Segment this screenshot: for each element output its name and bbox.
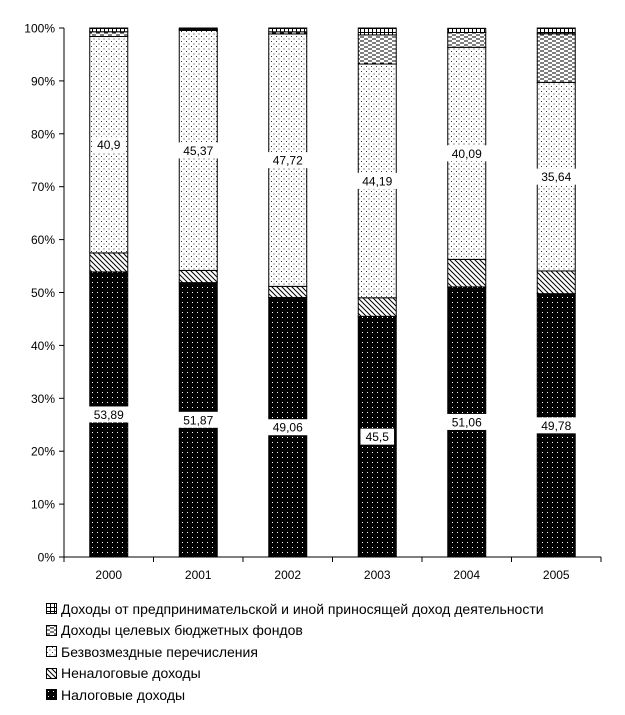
stacked-bar-chart: 53,89 40,9 51,87 45,37 49,06 47,72 45,5 44,19 51… xyxy=(24,22,602,582)
legend-item-transfers: Безвозмездные перечисления xyxy=(46,641,544,663)
legend: Доходы от предпринимательской и иной при… xyxy=(46,598,544,706)
x-tick-label-2000: 2000 xyxy=(95,568,122,582)
bar-segment-2005-series-3 xyxy=(536,33,576,83)
data-label-2001-series-2: 45,37 xyxy=(183,144,213,158)
data-label-bg xyxy=(88,406,130,423)
bar-segment-2002-series-4 xyxy=(268,27,308,33)
legend-label: Неналоговые доходы xyxy=(61,665,201,682)
data-label-bg xyxy=(91,136,126,153)
x-tick-label-2002: 2002 xyxy=(274,568,301,582)
legend-item-non-tax: Неналоговые доходы xyxy=(46,663,544,685)
y-tick-label-10: 100% xyxy=(24,22,55,36)
legend-item-tax: Налоговые доходы xyxy=(46,684,544,706)
x-tick-label-2005: 2005 xyxy=(543,568,570,582)
bar-segment-2004-series-3 xyxy=(447,31,487,48)
data-label-bg xyxy=(446,145,488,162)
bar-segment-2000-series-3 xyxy=(89,31,129,38)
data-label-bg xyxy=(535,417,577,434)
bar-segment-2001-series-4 xyxy=(178,27,218,30)
bar-segment-2003-series-3 xyxy=(357,34,397,65)
legend-swatch-sparse-dots-icon xyxy=(46,646,57,658)
y-tick-label-4: 40% xyxy=(31,339,55,353)
data-label-bg xyxy=(535,168,577,185)
y-tick-label-9: 90% xyxy=(31,74,55,88)
data-label-bg xyxy=(177,411,219,428)
bar-segment-2005-series-4 xyxy=(536,27,576,35)
y-tick-label-8: 80% xyxy=(31,127,55,141)
y-tick-label-5: 50% xyxy=(31,286,55,300)
legend-swatch-grid-icon xyxy=(46,603,57,615)
y-tick-label-7: 70% xyxy=(31,180,55,194)
bar-segment-2003-series-1 xyxy=(357,297,397,317)
x-tick-label-2001: 2001 xyxy=(185,568,212,582)
y-tick-label-1: 10% xyxy=(31,498,55,512)
bar-segment-2002-series-1 xyxy=(268,285,308,298)
data-label-2004-series-0: 51,06 xyxy=(452,415,482,429)
bar-segment-2000-series-4 xyxy=(89,27,129,33)
legend-swatch-black-dots-icon xyxy=(46,689,57,701)
data-label-bg xyxy=(267,419,309,436)
data-label-2001-series-0: 51,87 xyxy=(183,413,213,427)
data-label-2005-series-2: 35,64 xyxy=(541,170,571,184)
bar-segment-2004-series-1 xyxy=(447,258,487,288)
legend-item-target-funds: Доходы целевых бюджетных фондов xyxy=(46,620,544,642)
data-label-bg xyxy=(267,152,309,169)
y-tick-label-3: 30% xyxy=(31,392,55,406)
data-label-2000-series-2: 40,9 xyxy=(97,138,121,152)
bar-segment-2003-series-4 xyxy=(357,27,397,36)
y-tick-label-2: 20% xyxy=(31,445,55,459)
data-label-bg xyxy=(177,142,219,159)
legend-item-entrepreneurial: Доходы от предпринимательской и иной при… xyxy=(46,598,544,620)
data-label-2003-series-2: 44,19 xyxy=(362,174,392,188)
data-label-2002-series-0: 49,06 xyxy=(273,421,303,435)
legend-label: Доходы от предпринимательской и иной при… xyxy=(61,600,544,617)
data-label-2003-series-0: 45,5 xyxy=(366,430,390,444)
y-tick-label-0: 0% xyxy=(38,551,56,565)
x-tick-label-2003: 2003 xyxy=(364,568,391,582)
legend-label: Безвозмездные перечисления xyxy=(61,643,258,660)
bar-segment-2001-series-1 xyxy=(178,269,218,284)
legend-label: Доходы целевых бюджетных фондов xyxy=(61,622,303,639)
data-label-bg xyxy=(446,413,488,430)
data-label-bg xyxy=(360,428,395,445)
legend-label: Налоговые доходы xyxy=(61,686,186,703)
data-label-bg xyxy=(356,172,398,189)
data-label-2004-series-2: 40,09 xyxy=(452,147,482,161)
legend-swatch-dashes-icon xyxy=(46,624,57,636)
data-label-2005-series-0: 49,78 xyxy=(541,419,571,433)
x-tick-label-2004: 2004 xyxy=(453,568,480,582)
data-label-2000-series-0: 53,89 xyxy=(94,408,124,422)
bar-segment-2004-series-4 xyxy=(447,27,487,33)
legend-swatch-hatch-icon xyxy=(46,667,57,679)
bar-segment-2005-series-1 xyxy=(536,270,576,295)
y-tick-label-6: 60% xyxy=(31,233,55,247)
bar-segment-2000-series-1 xyxy=(89,252,129,273)
data-label-2002-series-2: 47,72 xyxy=(273,154,303,168)
